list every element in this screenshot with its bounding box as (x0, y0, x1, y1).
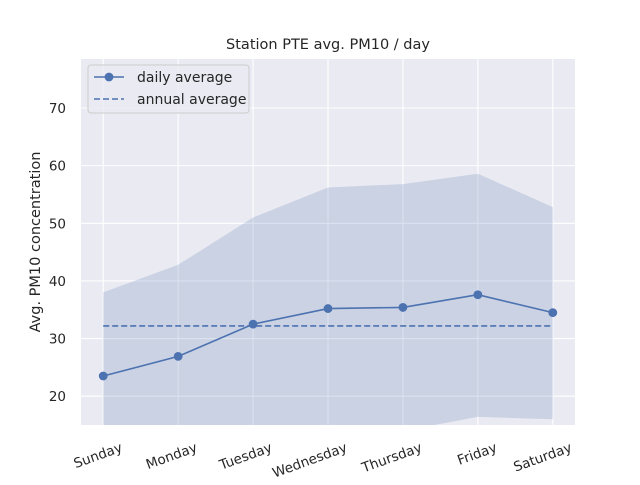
x-tick-label: Wednesday (270, 440, 349, 480)
legend-marker-daily-average (104, 72, 114, 82)
chart-title: Station PTE avg. PM10 / day (226, 37, 430, 53)
legend-label-annual-average: annual average (137, 92, 246, 108)
daily-average-point (548, 308, 558, 318)
x-tick-label: Sunday (72, 440, 125, 472)
y-tick-label: 60 (49, 159, 66, 175)
daily-average-point (473, 290, 483, 300)
daily-average-point (398, 303, 408, 312)
legend-label-daily-average: daily average (137, 70, 232, 86)
daily-average-point (248, 319, 258, 329)
y-tick-label: 40 (49, 274, 66, 290)
std-band-area (103, 173, 553, 425)
daily-average-point (323, 304, 333, 313)
daily-average-point (98, 371, 108, 381)
x-tick-label: Thursday (359, 440, 424, 477)
y-tick-label: 30 (49, 332, 66, 348)
daily-average-point (173, 352, 183, 361)
x-tick-label: Friday (455, 440, 499, 469)
y-tick-label: 50 (49, 216, 66, 232)
x-tick-label: Tuesday (216, 440, 274, 474)
y-axis-title: Avg. PM10 concentration (28, 152, 44, 333)
legend: daily average annual average (87, 64, 250, 114)
y-tick-label: 20 (49, 389, 66, 405)
x-tick-label: Monday (144, 440, 200, 473)
x-tick-label: Saturday (511, 440, 574, 476)
legend-box (87, 64, 250, 114)
y-tick-label: 70 (49, 101, 66, 117)
